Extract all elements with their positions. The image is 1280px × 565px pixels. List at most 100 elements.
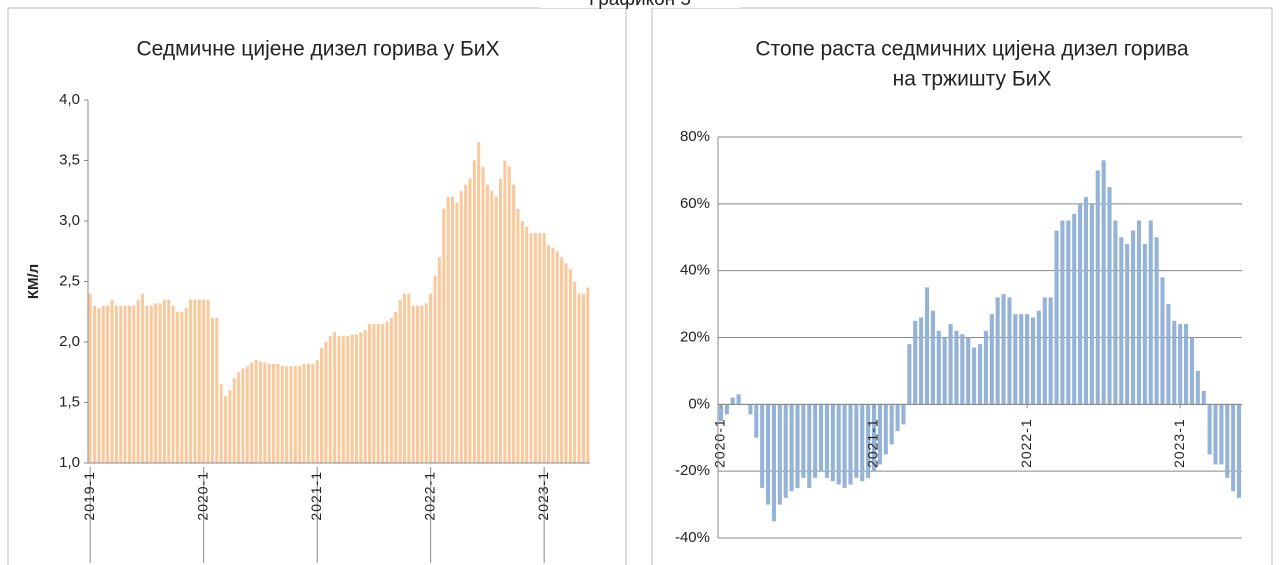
bar [930,310,935,405]
bar [106,305,110,463]
bar [568,269,572,463]
bar [354,334,358,463]
bar [854,404,859,478]
bar [842,404,847,488]
y-tick-label: 2,0 [59,333,80,350]
bar [1225,404,1230,478]
bar [942,337,947,405]
bar [1078,203,1083,405]
bar [512,184,516,463]
bar [407,293,411,463]
bar [924,287,930,405]
bar [1119,237,1124,405]
bar [429,293,433,463]
bar [1107,187,1112,405]
bar [302,363,306,463]
bar [424,303,428,463]
bar [245,366,249,463]
heading: Графикон 5 [589,0,691,10]
bar [215,317,219,463]
bar [206,299,210,463]
bar [498,178,503,463]
bar [385,321,389,463]
bar [485,184,489,463]
bar [145,305,149,463]
bar [1007,297,1012,405]
bar [346,335,350,463]
bar [1089,203,1094,405]
bar [1142,243,1147,405]
bar [337,335,341,463]
y-tick-label: 40% [680,262,710,279]
bar [341,335,345,463]
bar [237,372,241,463]
y-tick-label: 4,0 [59,91,80,108]
bar [1048,297,1053,405]
bar [101,305,105,463]
bar [1131,230,1136,405]
y-tick-label: 1,0 [59,454,80,471]
bar [119,305,123,463]
bar [359,332,363,463]
bar [398,299,402,463]
bar [1030,317,1036,405]
bar [1136,220,1142,405]
bar [765,404,771,505]
bar [472,160,476,463]
bar [455,202,459,463]
bar [966,337,971,405]
bar [736,394,741,405]
bar [1095,170,1100,405]
x-tick-label: 2021-1 [865,418,881,468]
bar [184,308,188,463]
bar [877,404,882,465]
bar [389,317,393,463]
bar [368,323,372,463]
bar [1054,230,1059,405]
heading-bg [540,0,740,8]
bar [818,404,824,472]
x-tick-label: 2020-1 [194,471,210,521]
bar [333,332,337,463]
bar [555,251,559,463]
bar [1042,297,1047,405]
bar [533,233,537,463]
x-tick-label: 2020-1 [712,418,728,468]
bar [149,305,153,463]
bar [363,329,367,463]
y-tick-label: 2,5 [59,272,80,289]
bar [285,366,289,463]
bar [154,303,158,463]
bar [1166,304,1171,405]
bar [1201,390,1206,405]
x-tick-label: 2022-1 [1018,418,1034,468]
bar [263,362,267,463]
bar [836,404,841,485]
bar [1189,337,1195,405]
bar [189,299,193,463]
y-tick-label: 3,5 [59,151,80,168]
x-tick-label: 2021-1 [308,471,324,521]
bar [954,330,959,405]
bar [311,363,315,463]
bar [136,299,140,463]
bar [411,305,415,463]
bar [1219,404,1224,465]
bar [560,257,564,463]
bar [1178,324,1183,405]
bar [813,404,818,478]
bar [516,208,520,463]
bar [376,323,380,463]
bar [267,363,271,463]
bar [1036,310,1041,405]
bar [748,404,753,415]
bar [175,311,180,463]
bar [1019,314,1024,405]
x-tick-label: 2022-1 [421,471,437,521]
left-frame [7,7,627,565]
bar [1231,404,1236,492]
bar [93,305,97,463]
bar [848,404,853,485]
bar [464,184,468,463]
chart-title: Седмичне цијене дизел горива у БиХ [136,38,499,61]
